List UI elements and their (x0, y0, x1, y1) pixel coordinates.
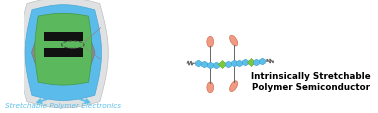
Polygon shape (19, 0, 108, 108)
Polygon shape (87, 28, 95, 78)
Polygon shape (25, 6, 102, 101)
Ellipse shape (207, 82, 214, 93)
Ellipse shape (229, 81, 238, 92)
Text: Intrinsically Stretchable
Polymer Semiconductor: Intrinsically Stretchable Polymer Semico… (251, 72, 371, 91)
Polygon shape (32, 28, 40, 78)
Polygon shape (35, 14, 92, 85)
Bar (44, 33, 83, 42)
Text: Stretchable Polymer Electronics: Stretchable Polymer Electronics (5, 101, 121, 108)
Bar (44, 49, 83, 58)
Ellipse shape (229, 36, 238, 47)
Ellipse shape (207, 37, 214, 48)
